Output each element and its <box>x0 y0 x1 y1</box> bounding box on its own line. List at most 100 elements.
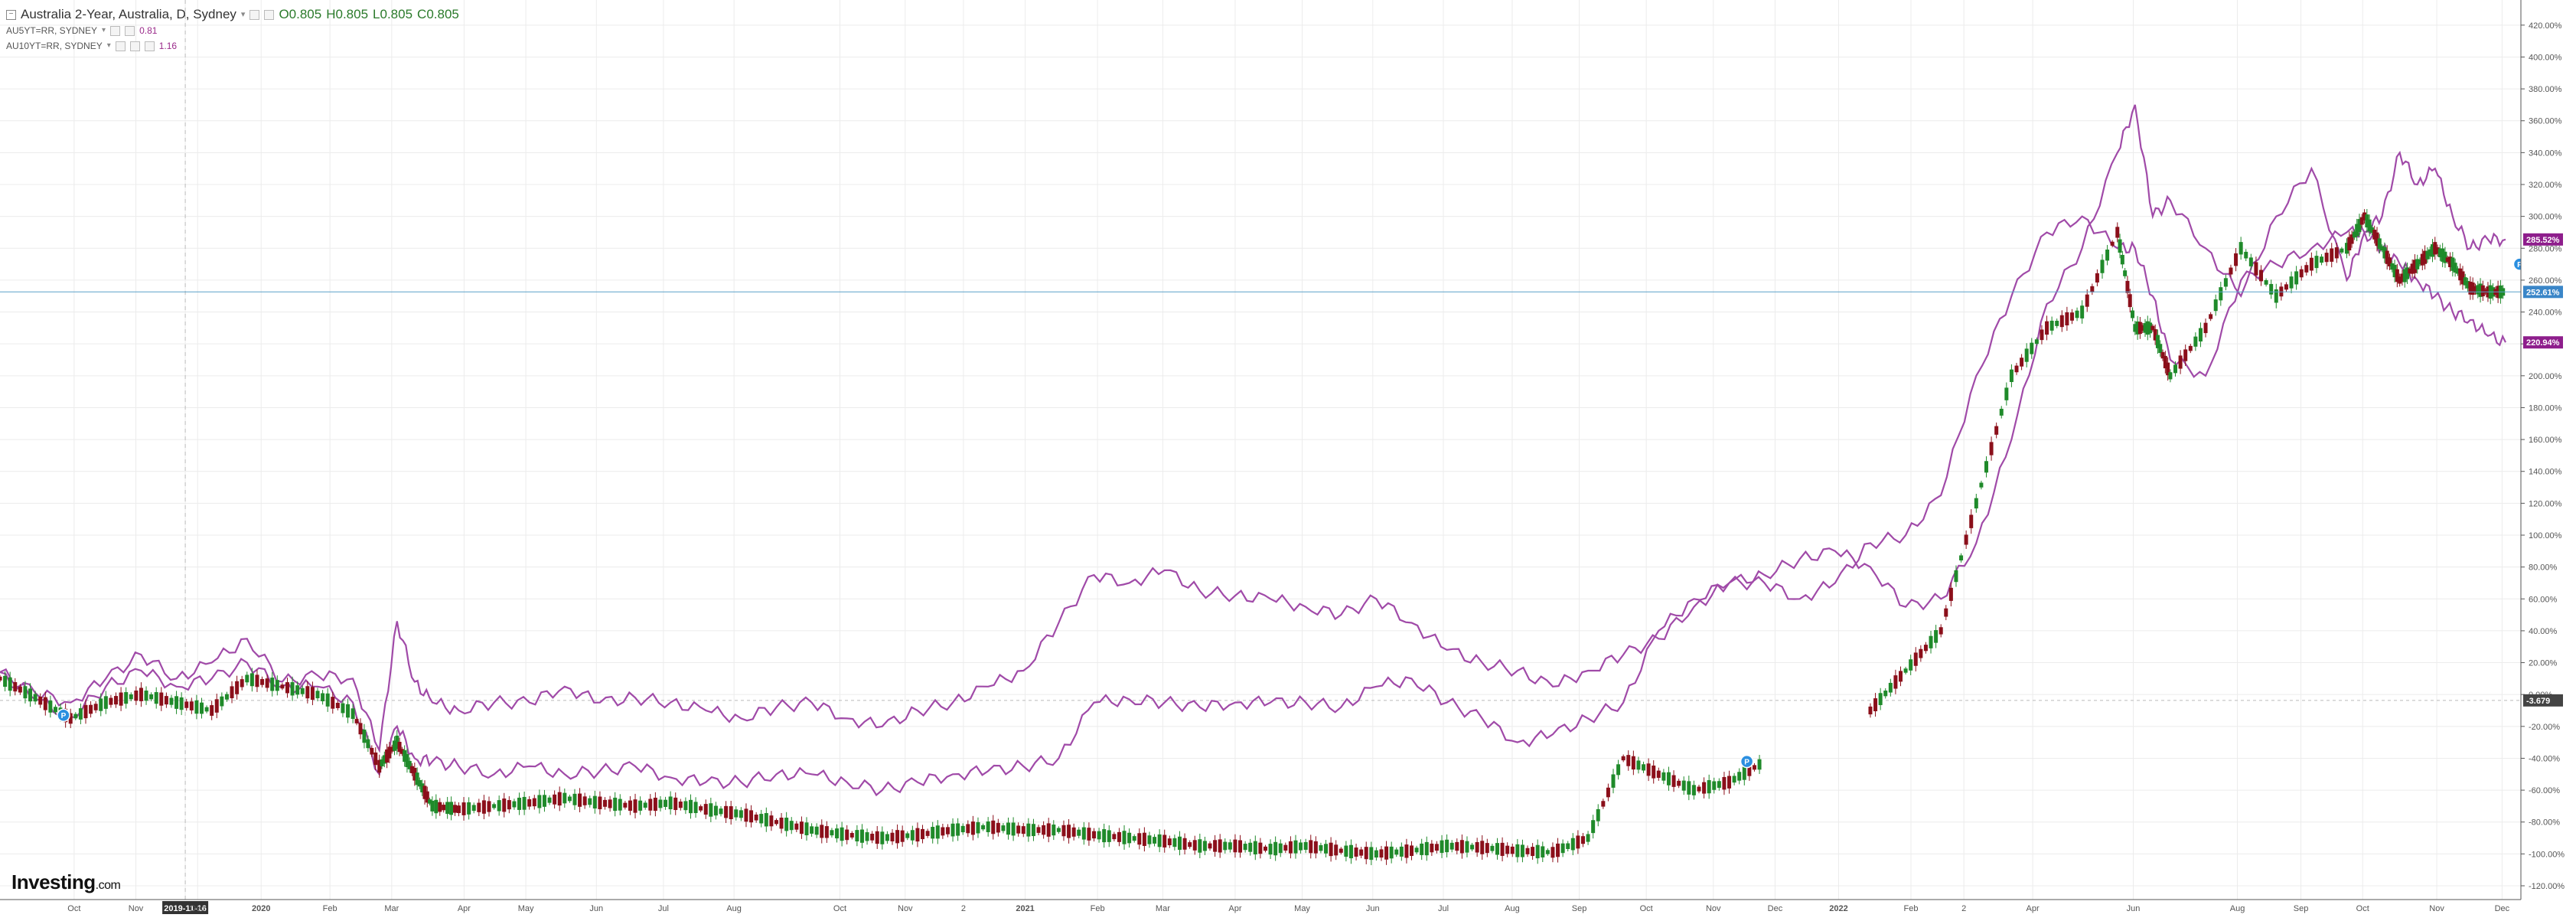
candle-body[interactable] <box>1192 840 1197 851</box>
candle-body[interactable] <box>1732 776 1736 783</box>
candle-body[interactable] <box>769 815 774 827</box>
candle-body[interactable] <box>1459 840 1464 854</box>
candle-body[interactable] <box>951 823 955 837</box>
candle-body[interactable] <box>1601 801 1606 807</box>
candle-body[interactable] <box>1616 764 1621 776</box>
candle-body[interactable] <box>2435 247 2440 254</box>
candle-body[interactable] <box>380 759 384 766</box>
candle-body[interactable] <box>2284 284 2288 290</box>
candle-body[interactable] <box>1531 847 1535 857</box>
candle-body[interactable] <box>910 830 915 841</box>
candle-body[interactable] <box>83 704 88 719</box>
candle-body[interactable] <box>2259 269 2264 282</box>
candle-body[interactable] <box>613 797 618 812</box>
candle-body[interactable] <box>358 723 363 735</box>
candle-body[interactable] <box>1313 841 1318 854</box>
candle-body[interactable] <box>2105 249 2110 261</box>
candle-body[interactable] <box>664 799 668 807</box>
candle-body[interactable] <box>2483 289 2488 294</box>
candle-body[interactable] <box>1334 844 1339 856</box>
candle-body[interactable] <box>547 797 552 803</box>
candle-body[interactable] <box>1757 759 1762 770</box>
candle-body[interactable] <box>2294 271 2299 285</box>
candle-body[interactable] <box>592 795 597 809</box>
candle-body[interactable] <box>2359 217 2364 225</box>
candle-body[interactable] <box>1611 774 1616 788</box>
close-icon[interactable] <box>144 41 155 51</box>
candle-body[interactable] <box>403 750 407 763</box>
candle-body[interactable] <box>1031 824 1035 837</box>
candle-body[interactable] <box>935 825 940 839</box>
candle-body[interactable] <box>1052 825 1056 836</box>
candle-body[interactable] <box>1374 850 1378 858</box>
candle-body[interactable] <box>2410 263 2415 274</box>
candle-body[interactable] <box>310 687 315 701</box>
candle-body[interactable] <box>230 686 234 699</box>
candle-body[interactable] <box>1107 830 1111 842</box>
candle-body[interactable] <box>2069 312 2074 321</box>
candle-body[interactable] <box>385 749 390 763</box>
candle-body[interactable] <box>78 708 83 720</box>
candle-body[interactable] <box>2269 283 2274 295</box>
candle-body[interactable] <box>931 827 935 839</box>
candle-body[interactable] <box>849 833 854 838</box>
candle-body[interactable] <box>1621 756 1625 761</box>
candle-body[interactable] <box>1278 843 1283 854</box>
candle-body[interactable] <box>124 692 129 704</box>
candle-body[interactable] <box>1671 775 1676 787</box>
candle-body[interactable] <box>114 696 119 705</box>
candle-body[interactable] <box>200 702 204 714</box>
candle-body[interactable] <box>1888 682 1893 693</box>
candle-body[interactable] <box>754 814 758 821</box>
candle-body[interactable] <box>2009 369 2014 382</box>
candle-body[interactable] <box>2274 289 2278 303</box>
candle-body[interactable] <box>2123 270 2128 276</box>
candle-body[interactable] <box>2160 351 2165 359</box>
candle-body[interactable] <box>2004 387 2009 400</box>
candle-body[interactable] <box>1520 844 1524 857</box>
candle-body[interactable] <box>2357 219 2362 232</box>
candle-body[interactable] <box>1510 846 1515 854</box>
candle-body[interactable] <box>2344 243 2349 254</box>
candle-body[interactable] <box>99 698 103 711</box>
candle-body[interactable] <box>305 686 310 699</box>
collapse-icon[interactable]: − <box>6 9 16 20</box>
candle-body[interactable] <box>492 804 497 808</box>
candle-body[interactable] <box>28 688 33 702</box>
candle-body[interactable] <box>1404 844 1409 858</box>
candle-body[interactable] <box>502 799 507 812</box>
candle-body[interactable] <box>270 678 275 691</box>
candle-body[interactable] <box>33 694 37 702</box>
candle-body[interactable] <box>2347 237 2352 251</box>
candle-body[interactable] <box>2437 248 2442 258</box>
candle-body[interactable] <box>557 792 562 806</box>
candle-body[interactable] <box>2040 329 2044 341</box>
candle-body[interactable] <box>2059 315 2064 328</box>
candle-body[interactable] <box>2223 278 2228 287</box>
candle-body[interactable] <box>1495 843 1499 855</box>
candle-body[interactable] <box>1348 844 1353 859</box>
candle-body[interactable] <box>2034 339 2039 345</box>
candle-body[interactable] <box>2148 322 2153 334</box>
candle-body[interactable] <box>693 802 698 814</box>
candle-body[interactable] <box>845 829 849 841</box>
candle-body[interactable] <box>109 697 113 705</box>
candle-body[interactable] <box>623 802 628 808</box>
candle-body[interactable] <box>1344 845 1348 857</box>
candle-body[interactable] <box>1636 760 1641 770</box>
candle-body[interactable] <box>537 795 542 808</box>
candle-body[interactable] <box>2453 263 2457 273</box>
candle-body[interactable] <box>1339 848 1343 853</box>
candle-body[interactable] <box>2412 260 2417 273</box>
candle-body[interactable] <box>859 829 864 843</box>
candle-body[interactable] <box>2153 328 2157 341</box>
candle-body[interactable] <box>2470 283 2475 296</box>
candle-body[interactable] <box>2100 260 2105 273</box>
candle-body[interactable] <box>1177 836 1182 851</box>
candle-body[interactable] <box>449 802 454 815</box>
candle-body[interactable] <box>1515 844 1520 857</box>
candle-body[interactable] <box>2279 286 2284 297</box>
candle-body[interactable] <box>1626 755 1631 766</box>
candle-body[interactable] <box>1944 608 1948 617</box>
candle-body[interactable] <box>442 805 446 811</box>
